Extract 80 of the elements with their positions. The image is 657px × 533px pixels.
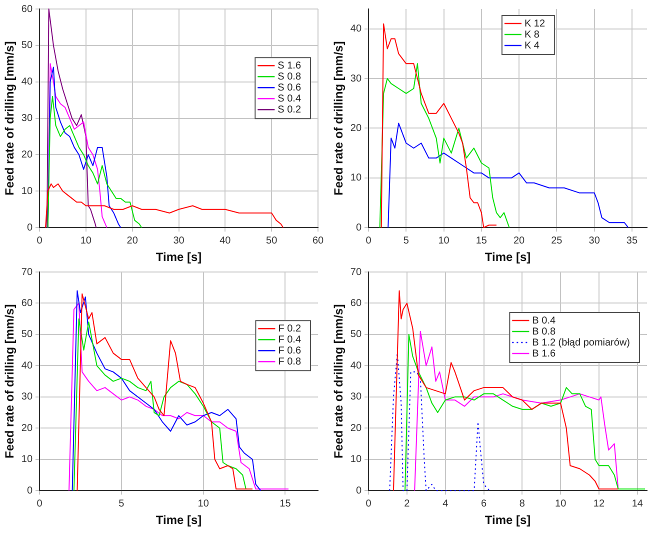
y-axis-title: Feed rate of drilling [mm/s] [2, 41, 17, 196]
legend-label: B 0.8 [532, 326, 556, 338]
x-tick-label: 5 [403, 235, 410, 246]
y-tick-label: 50 [350, 329, 362, 340]
legend-label: F 0.8 [278, 356, 302, 368]
legend-label: B 1.2 (błąd pomiarów) [532, 337, 630, 348]
x-axis-title: Time [s] [156, 513, 202, 528]
x-tick-label: 12 [593, 498, 605, 510]
legend-label: S 0.6 [278, 82, 302, 94]
x-axis-title: Time [s] [484, 513, 531, 528]
x-tick-label: 14 [632, 498, 644, 510]
legend-label: B 1.6 [532, 348, 556, 360]
x-tick-label: 5 [118, 498, 125, 510]
y-tick-label: 30 [350, 392, 362, 403]
y-tick-label: 20 [21, 149, 33, 160]
y-tick-label: 50 [21, 329, 33, 340]
y-axis-title: Feed rate of drilling [mm/s] [332, 41, 346, 196]
y-tick-label: 40 [21, 76, 33, 88]
legend-label: S 0.8 [278, 71, 302, 82]
x-tick-label: 2 [404, 498, 410, 510]
y-tick-label: 70 [350, 266, 362, 278]
x-axis-title: Time [s] [484, 250, 531, 264]
y-tick-label: 70 [21, 266, 33, 278]
y-tick-label: 60 [21, 298, 33, 309]
x-tick-label: 20 [126, 235, 138, 246]
y-tick-label: 0 [26, 485, 33, 496]
y-axis-title: Feed rate of drilling [mm/s] [2, 304, 17, 458]
legend-label: F 0.2 [278, 323, 302, 334]
legend-label: S 0.4 [278, 93, 302, 104]
x-tick-label: 35 [626, 235, 638, 246]
legend-label: F 0.4 [278, 334, 302, 346]
y-tick-label: 60 [350, 298, 362, 309]
x-tick-label: 30 [173, 235, 185, 246]
y-tick-label: 40 [21, 360, 33, 372]
legend-label: K 8 [524, 29, 540, 40]
x-tick-label: 0 [366, 235, 372, 246]
x-tick-label: 0 [36, 235, 43, 246]
y-tick-label: 10 [350, 454, 362, 466]
legend-label: F 0.6 [278, 345, 302, 356]
x-tick-label: 4 [442, 498, 449, 510]
x-axis-title: Time [s] [156, 250, 202, 264]
x-tick-label: 0 [36, 498, 43, 510]
line-series [389, 352, 490, 492]
y-tick-label: 0 [356, 485, 362, 496]
x-tick-label: 50 [266, 235, 278, 246]
y-tick-label: 20 [21, 422, 33, 434]
y-tick-label: 40 [350, 24, 362, 35]
legend-label: S 1.6 [278, 60, 302, 72]
y-tick-label: 10 [21, 186, 33, 197]
legend-label: K 12 [524, 18, 546, 30]
legend-label: B 0.4 [532, 315, 556, 326]
x-tick-label: 60 [312, 235, 324, 246]
x-tick-label: 20 [513, 235, 526, 246]
x-tick-label: 30 [588, 235, 600, 246]
x-tick-label: 15 [280, 498, 292, 510]
legend-label: K 4 [524, 40, 540, 52]
y-tick-label: 40 [350, 360, 362, 372]
y-tick-label: 30 [21, 392, 33, 403]
x-tick-label: 25 [551, 235, 563, 246]
x-tick-label: 10 [555, 498, 567, 510]
y-axis-title: Feed rate of drilling [mm/s] [332, 304, 346, 458]
y-tick-label: 20 [350, 122, 362, 134]
x-tick-label: 10 [438, 235, 450, 246]
y-tick-label: 50 [21, 40, 33, 52]
y-tick-label: 30 [21, 113, 33, 124]
x-tick-label: 40 [220, 235, 232, 246]
y-tick-label: 30 [350, 73, 362, 84]
y-tick-label: 60 [21, 4, 33, 15]
y-tick-label: 0 [356, 222, 362, 234]
x-tick-label: 10 [80, 235, 92, 246]
x-tick-label: 15 [476, 235, 488, 246]
legend-label: S 0.2 [278, 104, 302, 116]
y-tick-label: 10 [350, 172, 362, 184]
x-tick-label: 8 [519, 498, 526, 510]
y-tick-label: 20 [350, 422, 362, 434]
x-tick-label: 0 [366, 498, 372, 510]
y-tick-label: 0 [26, 222, 33, 234]
x-tick-label: 10 [198, 498, 210, 510]
x-tick-label: 6 [480, 498, 487, 510]
y-tick-label: 10 [21, 454, 33, 466]
